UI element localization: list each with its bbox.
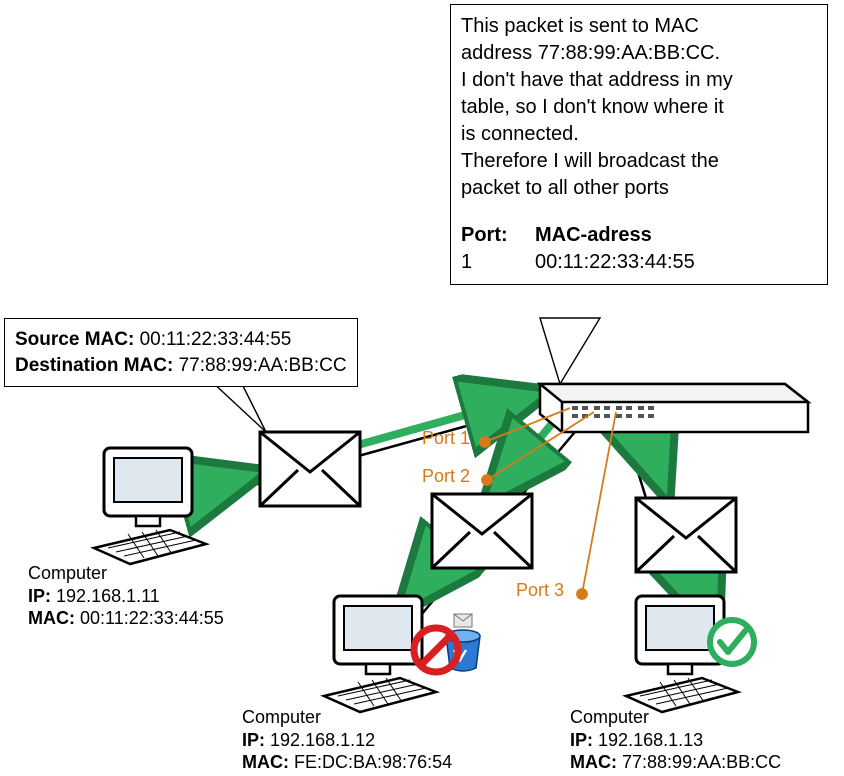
envelope-icon (432, 494, 532, 568)
table-row-mac: 00:11:22:33:44:55 (535, 251, 695, 273)
computer-ip: 192.168.1.12 (270, 730, 375, 750)
dst-mac-value: 77:88:99:AA:BB:CC (179, 355, 347, 376)
port1-label: Port 1 (422, 428, 470, 449)
computer-label: Computer (28, 562, 224, 585)
computer-label: Computer (570, 706, 781, 729)
envelope-icon (636, 498, 736, 572)
diagram-stage: Source MAC: 00:11:22:33:44:55 Destinatio… (0, 0, 844, 776)
table-row-port: 1 (461, 249, 535, 276)
computer-mac: 77:88:99:AA:BB:CC (622, 752, 781, 772)
computer-mac: FE:DC:BA:98:76:54 (294, 752, 452, 772)
computer-mac: 00:11:22:33:44:55 (80, 608, 224, 628)
callout-line: is connected. (461, 121, 817, 148)
table-hdr-port: Port: (461, 222, 535, 249)
computer1-info: Computer IP: 192.168.1.11 MAC: 00:11:22:… (28, 562, 224, 630)
computer-icon (94, 448, 206, 564)
check-icon (710, 620, 754, 664)
computer-ip: 192.168.1.11 (56, 586, 160, 606)
src-mac-label: Source MAC: (15, 329, 134, 350)
computer-ip: 192.168.1.13 (598, 730, 703, 750)
computer2-info: Computer IP: 192.168.1.12 MAC: FE:DC:BA:… (242, 706, 452, 774)
callout-line: I don't have that address in my (461, 67, 817, 94)
envelope-icon (260, 432, 360, 506)
source-dest-callout: Source MAC: 00:11:22:33:44:55 Destinatio… (4, 318, 358, 387)
callout-line: table, so I don't know where it (461, 94, 817, 121)
callout-line: packet to all other ports (461, 175, 817, 202)
dst-mac-label: Destination MAC: (15, 355, 173, 376)
callout-line: This packet is sent to MAC (461, 13, 817, 40)
port2-label: Port 2 (422, 466, 470, 487)
callout-line: Therefore I will broadcast the (461, 148, 817, 175)
switch-icon (540, 384, 808, 432)
computer-label: Computer (242, 706, 452, 729)
table-hdr-mac: MAC-adress (535, 224, 652, 246)
switch-callout: This packet is sent to MAC address 77:88… (450, 4, 828, 285)
src-mac-value: 00:11:22:33:44:55 (140, 329, 292, 350)
callout-line: address 77:88:99:AA:BB:CC. (461, 40, 817, 67)
computer-icon (324, 596, 436, 712)
computer3-info: Computer IP: 192.168.1.13 MAC: 77:88:99:… (570, 706, 781, 774)
port3-label: Port 3 (516, 580, 564, 601)
